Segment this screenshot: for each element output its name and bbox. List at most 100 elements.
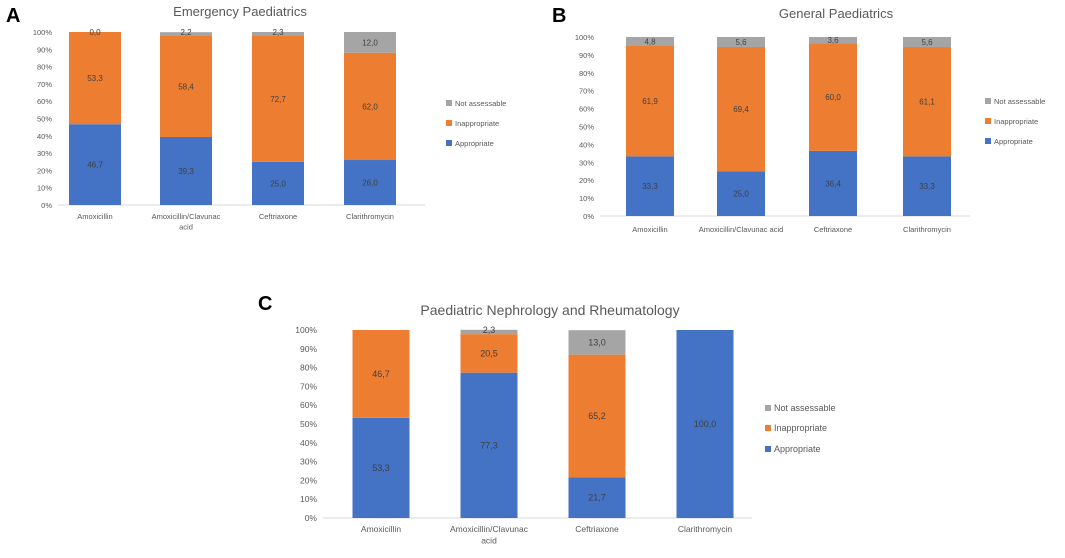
- y-tick-label: 70%: [300, 381, 317, 391]
- panel-label: B: [552, 5, 566, 27]
- legend-swatch: [446, 120, 452, 126]
- y-tick-label: 70%: [37, 80, 52, 89]
- data-label: 60,0: [825, 93, 841, 102]
- data-label: 21,7: [588, 493, 606, 503]
- x-tick-label: Clarithromycin: [678, 524, 733, 534]
- data-label: 2,3: [483, 325, 496, 335]
- x-tick-label: Amoxicillin: [77, 212, 112, 221]
- x-tick-label: Amoxicillin/Clavunac acid: [450, 524, 529, 546]
- bar-not-assessable: [809, 37, 857, 44]
- y-tick-label: 80%: [300, 363, 317, 373]
- y-tick-label: 50%: [579, 123, 594, 132]
- legend-label: Inappropriate: [774, 423, 827, 433]
- bar-inappropriate: [809, 43, 857, 151]
- y-tick-label: 30%: [579, 158, 594, 167]
- legend-swatch: [765, 425, 771, 431]
- data-label: 5,6: [921, 38, 933, 47]
- data-label: 46,7: [87, 161, 103, 170]
- y-tick-label: 40%: [579, 140, 594, 149]
- y-tick-label: 40%: [37, 132, 52, 141]
- bar-not-assessable: [344, 32, 396, 53]
- data-label: 12,0: [362, 38, 378, 47]
- y-tick-label: 50%: [37, 115, 52, 124]
- data-label: 61,1: [919, 98, 935, 107]
- data-label: 62,0: [362, 102, 378, 111]
- legend-label: Not assessable: [774, 403, 836, 413]
- x-tick-label: Clarithromycin: [903, 225, 951, 234]
- bar-appropriate: [252, 161, 304, 205]
- data-label: 65,2: [588, 411, 606, 421]
- bar-inappropriate: [352, 330, 410, 418]
- bar-appropriate: [344, 160, 396, 205]
- legend-swatch: [985, 98, 991, 104]
- legend-swatch: [985, 138, 991, 144]
- x-tick-label: Clarithromycin: [346, 212, 394, 221]
- data-label: 2,2: [180, 28, 192, 37]
- x-tick-label: Amoxicillin/Clavunac acid: [699, 225, 784, 234]
- y-tick-label: 0%: [583, 212, 594, 221]
- y-tick-label: 80%: [579, 69, 594, 78]
- bar-inappropriate: [460, 334, 518, 373]
- data-label: 61,9: [642, 97, 658, 106]
- legend-swatch: [446, 100, 452, 106]
- y-tick-label: 40%: [300, 438, 317, 448]
- bar-inappropriate: [160, 35, 212, 138]
- bar-inappropriate: [717, 47, 765, 172]
- x-tick-label: Ceftriaxone: [814, 225, 852, 234]
- bar-inappropriate: [626, 45, 674, 157]
- data-label: 4,8: [644, 37, 656, 46]
- legend-swatch: [765, 405, 771, 411]
- legend-label: Inappropriate: [455, 119, 499, 128]
- data-label: 20,5: [480, 348, 498, 358]
- y-tick-label: 60%: [579, 105, 594, 114]
- y-tick-label: 50%: [300, 419, 317, 429]
- bar-appropriate: [69, 124, 121, 205]
- data-label: 36,4: [825, 179, 841, 188]
- chart-title: Emergency Paediatrics: [173, 4, 307, 19]
- bar-not-assessable: [717, 37, 765, 48]
- data-label: 77,3: [480, 440, 498, 450]
- bar-appropriate: [717, 171, 765, 216]
- data-label: 100,0: [694, 419, 717, 429]
- legend-swatch: [765, 446, 771, 452]
- x-tick-label-line: acid: [481, 536, 497, 546]
- legend-label: Appropriate: [994, 137, 1033, 146]
- bar-inappropriate: [344, 52, 396, 161]
- chart-title: Paediatric Nephrology and Rheumatology: [420, 302, 679, 318]
- legend-label: Inappropriate: [994, 117, 1038, 126]
- y-tick-label: 0%: [41, 201, 52, 210]
- data-label: 26,0: [362, 179, 378, 188]
- y-tick-label: 70%: [579, 87, 594, 96]
- bar-appropriate: [568, 477, 626, 518]
- bar-not-assessable: [626, 37, 674, 46]
- chart-title: General Paediatrics: [779, 6, 894, 21]
- x-tick-label: Amoxicillin/Clavunac acid: [152, 212, 221, 232]
- y-tick-label: 10%: [300, 494, 317, 504]
- data-label: 2,3: [272, 28, 284, 37]
- x-tick-label: Ceftriaxone: [259, 212, 297, 221]
- legend-swatch: [985, 118, 991, 124]
- y-tick-label: 30%: [37, 149, 52, 158]
- x-tick-label-line: acid: [179, 223, 193, 232]
- bar-appropriate: [809, 150, 857, 216]
- data-label: 5,6: [735, 38, 747, 47]
- data-label: 46,7: [372, 369, 390, 379]
- legend-label: Appropriate: [774, 444, 821, 454]
- bar-inappropriate: [568, 354, 626, 478]
- legend-swatch: [446, 140, 452, 146]
- y-tick-label: 80%: [37, 63, 52, 72]
- bar-appropriate: [352, 417, 410, 518]
- y-tick-label: 60%: [300, 400, 317, 410]
- bar-inappropriate: [903, 47, 951, 157]
- data-label: 39,3: [178, 167, 194, 176]
- data-label: 53,3: [87, 74, 103, 83]
- y-tick-label: 100%: [575, 33, 595, 42]
- x-tick-label: Amoxicillin: [632, 225, 667, 234]
- panel-label: C: [258, 293, 272, 315]
- bar-appropriate: [626, 156, 674, 216]
- data-label: 13,0: [588, 337, 606, 347]
- legend-label: Not assessable: [455, 99, 506, 108]
- y-tick-label: 100%: [33, 28, 53, 37]
